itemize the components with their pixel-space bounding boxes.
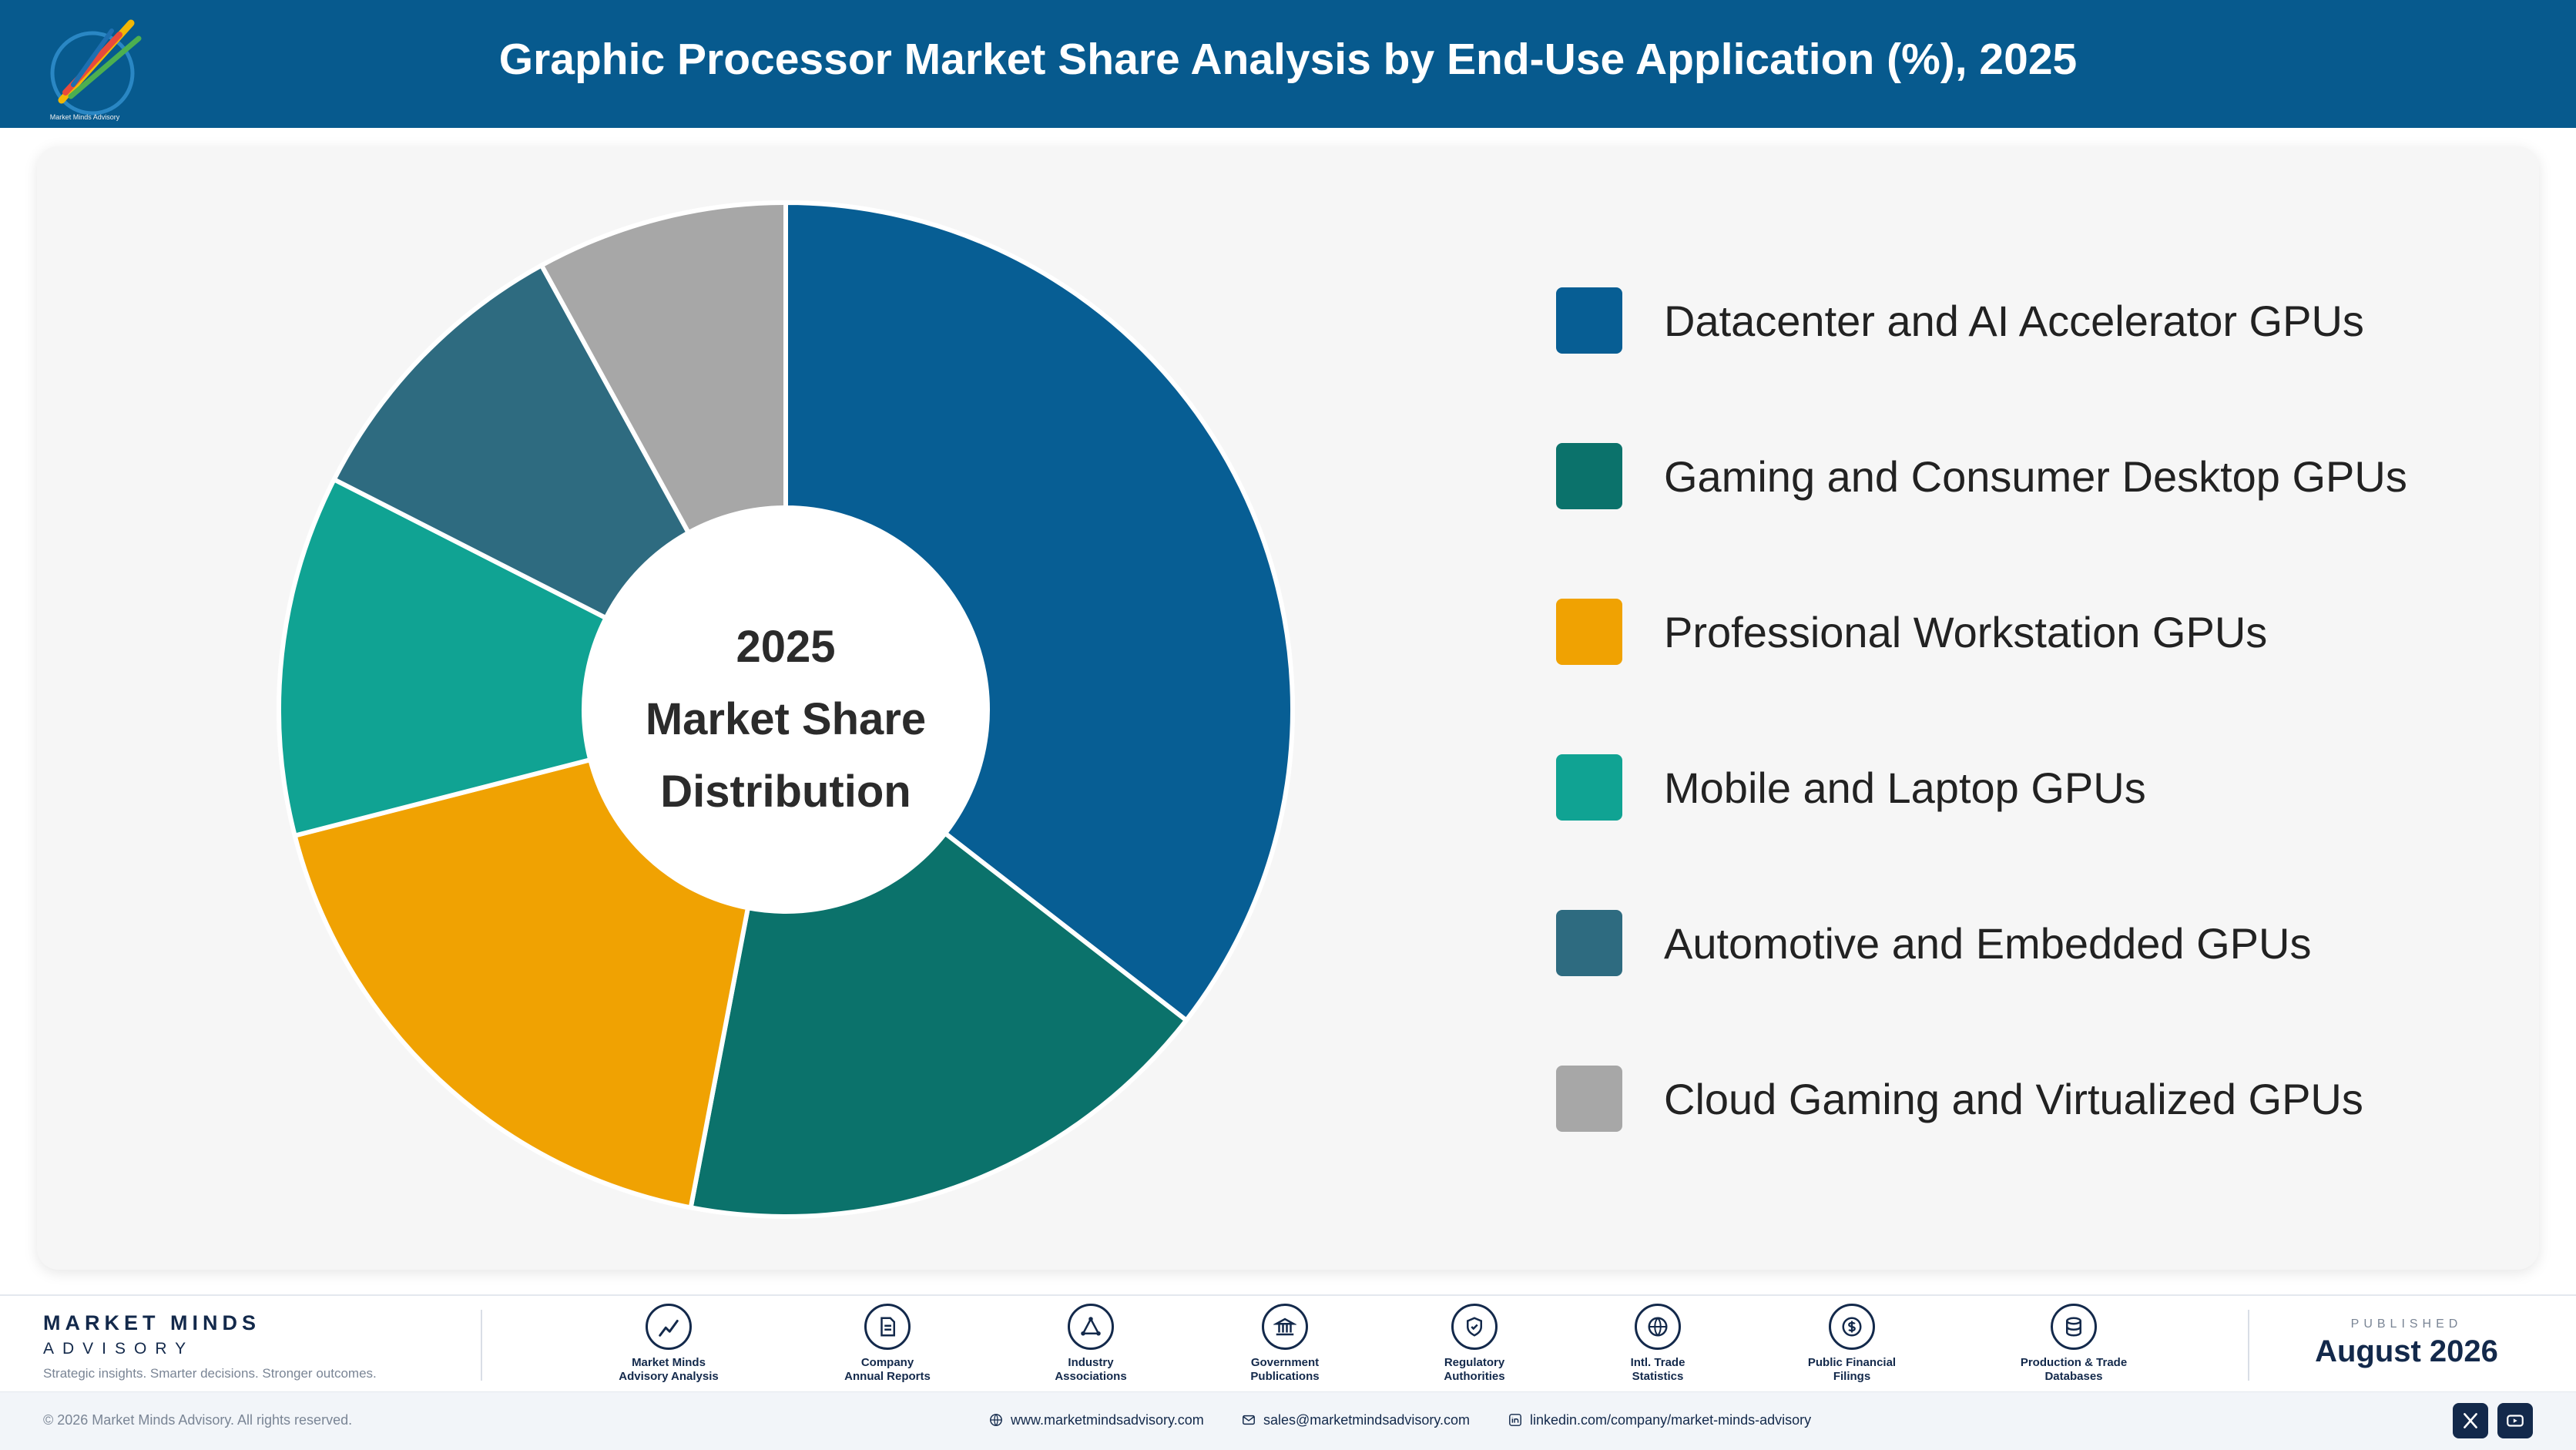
legend-label-6: Cloud Gaming and Virtualized GPUs <box>1664 1075 2363 1123</box>
legend-item-4: Mobile and Laptop GPUs <box>1556 752 2480 821</box>
legend-swatch-1 <box>1556 287 1622 354</box>
pie-chart: 2025 Market Share Distribution <box>278 203 1293 1217</box>
linkedin-link[interactable]: linkedin.com/company/market-minds-adviso… <box>1508 1412 1811 1428</box>
footer-brand: MARKET MINDS ADVISORY Strategic insights… <box>43 1311 377 1381</box>
legend-item-3: Professional Workstation GPUs <box>1556 596 2480 666</box>
legend-item-1: Datacenter and AI Accelerator GPUs <box>1556 285 2480 354</box>
dollar-icon <box>1829 1304 1875 1350</box>
source-label: Industry Associations <box>1055 1356 1127 1383</box>
legend-label-3: Professional Workstation GPUs <box>1664 608 2268 656</box>
email-link[interactable]: sales@marketmindsadvisory.com <box>1242 1412 1470 1428</box>
copyright: © 2026 Market Minds Advisory. All rights… <box>43 1412 353 1428</box>
donut-center <box>584 508 988 911</box>
source-label: Government Publications <box>1250 1356 1320 1383</box>
network-icon <box>1068 1304 1114 1350</box>
legend-label-4: Mobile and Laptop GPUs <box>1664 764 2146 812</box>
footer-divider-left <box>481 1310 482 1381</box>
legend-swatch-3 <box>1556 599 1622 665</box>
source-label: Regulatory Authorities <box>1444 1356 1505 1383</box>
legend-item-5: Automotive and Embedded GPUs <box>1556 908 2480 977</box>
document-icon <box>864 1304 911 1350</box>
market-minds-logo-icon: Market Minds Advisory <box>50 19 142 121</box>
legend-swatch-2 <box>1556 443 1622 509</box>
source-item-5: Regulatory Authorities <box>1390 1304 1559 1384</box>
published-block: PUBLISHED August 2026 <box>2291 1317 2522 1369</box>
legend-swatch-5 <box>1556 910 1622 976</box>
brand-name: MARKET MINDS <box>43 1311 260 1334</box>
chart-line-icon <box>646 1304 692 1350</box>
source-item-7: Public Financial Filings <box>1767 1304 1937 1384</box>
brand-sub: ADVISORY <box>43 1340 195 1358</box>
source-item-3: Industry Associations <box>1006 1304 1176 1384</box>
website-text: www.marketmindsadvisory.com <box>1011 1412 1204 1428</box>
header-bar: Market Minds Advisory Graphic Processor … <box>0 0 2576 128</box>
x-social-button[interactable] <box>2453 1403 2488 1438</box>
legend-item-2: Gaming and Consumer Desktop GPUs <box>1556 441 2480 510</box>
data-sources: Market Minds Advisory Analysis Company An… <box>493 1304 2211 1388</box>
center-label-line-1: 2025 <box>736 622 835 672</box>
source-item-2: Company Annual Reports <box>803 1304 972 1384</box>
source-label: Production & Trade Databases <box>2020 1356 2128 1383</box>
footer-divider-right <box>2248 1310 2249 1381</box>
center-label-line-3: Distribution <box>660 767 911 817</box>
logo-caption: Market Minds Advisory <box>50 113 120 121</box>
bottom-bar: © 2026 Market Minds Advisory. All rights… <box>0 1391 2576 1450</box>
legend-swatch-6 <box>1556 1066 1622 1132</box>
published-date: August 2026 <box>2315 1334 2498 1368</box>
legend-label-1: Datacenter and AI Accelerator GPUs <box>1664 297 2364 345</box>
youtube-social-button[interactable] <box>2497 1403 2533 1438</box>
legend-label-5: Automotive and Embedded GPUs <box>1664 919 2312 968</box>
bank-icon <box>1262 1304 1308 1350</box>
source-item-4: Government Publications <box>1200 1304 1370 1384</box>
website-link[interactable]: www.marketmindsadvisory.com <box>989 1412 1204 1428</box>
database-icon <box>2051 1304 2097 1350</box>
email-text: sales@marketmindsadvisory.com <box>1263 1412 1471 1428</box>
published-label: PUBLISHED <box>2350 1317 2463 1331</box>
source-label: Public Financial Filings <box>1807 1356 1897 1383</box>
source-item-8: Production & Trade Databases <box>1989 1304 2158 1384</box>
page-title: Graphic Processor Market Share Analysis … <box>498 35 2078 84</box>
legend-item-6: Cloud Gaming and Virtualized GPUs <box>1556 1063 2480 1133</box>
source-item-1: Market Minds Advisory Analysis <box>584 1304 753 1384</box>
shield-icon <box>1451 1304 1498 1350</box>
center-label-line-2: Market Share <box>646 694 926 744</box>
source-label: Company Annual Reports <box>844 1356 931 1383</box>
youtube-icon <box>2507 1415 2524 1427</box>
source-label: Intl. Trade Statistics <box>1630 1356 1685 1383</box>
globe-icon <box>1635 1304 1681 1350</box>
x-icon <box>2464 1413 2477 1428</box>
linkedin-icon <box>1509 1414 1521 1426</box>
source-label: Market Minds Advisory Analysis <box>619 1356 719 1383</box>
legend-label-2: Gaming and Consumer Desktop GPUs <box>1664 452 2407 501</box>
mail-icon <box>1243 1415 1255 1425</box>
globe-icon <box>990 1414 1002 1426</box>
source-item-6: Intl. Trade Statistics <box>1573 1304 1742 1384</box>
brand-tagline: Strategic insights. Smarter decisions. S… <box>43 1366 377 1381</box>
linkedin-text: linkedin.com/company/market-minds-adviso… <box>1530 1412 1812 1428</box>
legend-swatch-4 <box>1556 754 1622 821</box>
